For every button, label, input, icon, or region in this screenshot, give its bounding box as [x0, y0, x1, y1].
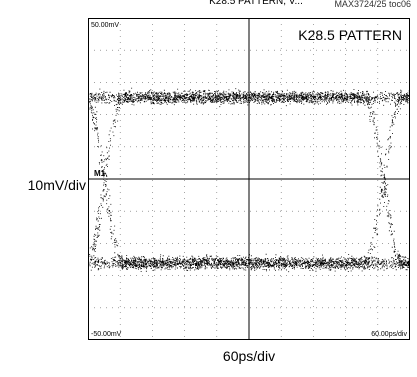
eye-diagram: K28.5 PATTERN 50.00mV -50.00mV 60.00ps/d… — [88, 18, 410, 340]
part-code: MAX3724/25 toc06 — [334, 0, 411, 9]
bottom-right-reading: 60.00ps/div — [371, 331, 407, 338]
x-axis-label: 60ps/div — [222, 348, 276, 364]
bottom-left-reading: -50.00mV — [91, 331, 122, 338]
plot-frame — [88, 18, 410, 340]
top-text: K28.5 PATTERN, V... — [209, 0, 303, 7]
pattern-label: K28.5 PATTERN — [298, 27, 402, 43]
y-axis-label: 10mV/div — [27, 177, 86, 193]
marker-label: M1 — [94, 169, 106, 178]
top-left-reading: 50.00mV — [91, 22, 119, 29]
